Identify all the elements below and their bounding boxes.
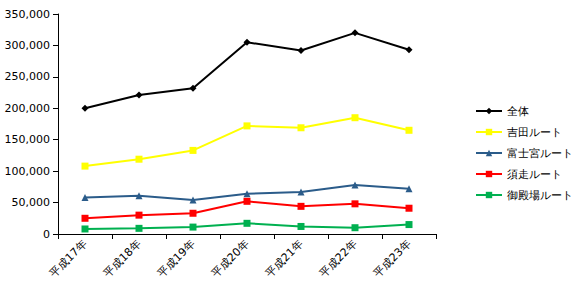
- svg-text:100,000: 100,000: [5, 165, 51, 178]
- svg-text:御殿場ルート: 御殿場ルート: [507, 189, 573, 202]
- svg-text:平成19年: 平成19年: [155, 237, 197, 279]
- svg-text:150,000: 150,000: [5, 133, 51, 146]
- svg-text:平成17年: 平成17年: [47, 237, 89, 279]
- svg-text:350,000: 350,000: [5, 8, 51, 21]
- svg-text:平成20年: 平成20年: [209, 237, 251, 279]
- svg-text:全体: 全体: [507, 105, 529, 118]
- svg-text:平成22年: 平成22年: [317, 237, 359, 279]
- svg-text:吉田ルート: 吉田ルート: [507, 126, 562, 139]
- svg-text:平成18年: 平成18年: [101, 237, 143, 279]
- svg-text:50,000: 50,000: [12, 196, 51, 209]
- svg-text:平成23年: 平成23年: [371, 237, 413, 279]
- svg-text:300,000: 300,000: [5, 39, 51, 52]
- svg-text:須走ルート: 須走ルート: [507, 168, 562, 181]
- svg-text:平成21年: 平成21年: [263, 237, 305, 279]
- svg-text:250,000: 250,000: [5, 70, 51, 83]
- svg-text:0: 0: [43, 228, 50, 241]
- svg-text:富士宮ルート: 富士宮ルート: [507, 147, 573, 160]
- svg-text:200,000: 200,000: [5, 102, 51, 115]
